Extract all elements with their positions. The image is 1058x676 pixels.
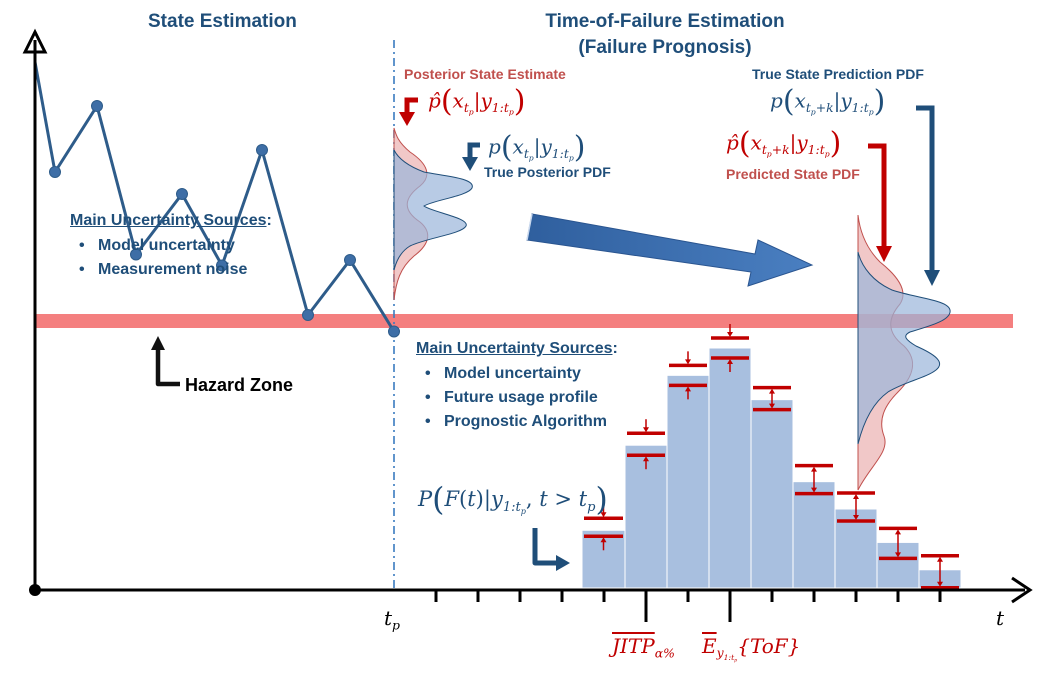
origin-dot: [29, 584, 41, 596]
trajectory-point: [176, 188, 188, 200]
axes: [22, 28, 1033, 604]
tof-pdf-formula: P(F(t)|y1:tp, t > tp): [418, 482, 608, 518]
list-item: Measurement noise: [70, 258, 272, 282]
bound-arrowhead-icon: [937, 556, 943, 562]
uncertainty-left-title: Main Uncertainty Sources:: [70, 212, 272, 229]
bound-arrowhead-icon: [685, 386, 691, 392]
uncertainty-left-list: Model uncertainty Measurement noise: [70, 234, 272, 282]
trajectory-point: [344, 254, 356, 266]
bound-arrowhead-icon: [769, 403, 775, 409]
posterior-estimate-pointer-icon: [399, 97, 418, 126]
trajectory-point: [302, 309, 314, 321]
predicted-state-pointer-icon: [868, 143, 892, 262]
x-axis-arrowhead-icon: [1011, 576, 1033, 604]
bound-arrowhead-icon: [727, 332, 733, 337]
state-trajectory: [33, 61, 400, 338]
trajectory-point: [256, 144, 268, 156]
posterior-estimate-formula: p̂(xtp|y1:tp): [428, 84, 526, 119]
list-item: Model uncertainty: [416, 362, 618, 386]
bound-arrowhead-icon: [853, 494, 859, 500]
tof-histogram: [581, 324, 962, 590]
uncertainty-sources-right: Main Uncertainty Sources: Model uncertai…: [416, 340, 618, 434]
list-item: Future usage profile: [416, 386, 618, 410]
bound-arrowhead-icon: [685, 359, 691, 365]
list-item: Prognostic Algorithm: [416, 410, 618, 434]
true-posterior-label: True Posterior PDF: [484, 164, 611, 180]
true-prediction-pointer-icon: [916, 105, 940, 286]
bound-arrowhead-icon: [769, 388, 775, 394]
tof-estimation-header: Time-of-Failure Estimation (Failure Prog…: [520, 11, 810, 59]
posterior-pdfs: [393, 127, 473, 301]
predicted-state-label: Predicted State PDF: [726, 166, 860, 182]
trajectory-line: [33, 61, 396, 333]
histogram-bar: [666, 374, 710, 589]
jitp-label: JITPα%: [612, 634, 675, 661]
bound-arrowhead-icon: [600, 512, 607, 518]
y-axis-arrowhead-icon: [22, 28, 48, 54]
true-state-prediction-pdf: [857, 251, 951, 445]
bound-arrowhead-icon: [727, 359, 733, 364]
true-posterior-pointer-icon: [462, 142, 480, 171]
bound-arrowhead-icon: [937, 581, 943, 587]
posterior-estimate-label: Posterior State Estimate: [404, 66, 566, 82]
bound-arrowhead-icon: [643, 427, 649, 433]
tof-header-line2: (Failure Prognosis): [578, 37, 752, 58]
state-estimation-header: State Estimation: [148, 11, 297, 32]
tof-header-line1: Time-of-Failure Estimation: [545, 11, 785, 32]
list-item: Model uncertainty: [70, 234, 272, 258]
prognosis-arrow: [526, 213, 814, 287]
bound-arrowhead-icon: [895, 529, 901, 535]
x-axis-ticks: [434, 590, 942, 622]
prediction-pdfs: [857, 214, 951, 491]
hazard-zone-band: [35, 314, 1013, 328]
true-posterior-pdf: [393, 149, 473, 271]
bound-arrowhead-icon: [853, 515, 859, 521]
trajectory-point: [49, 166, 61, 178]
t-axis-label: t: [996, 606, 1005, 630]
histogram-bar: [750, 399, 794, 589]
tof-pdf-pointer-icon: [532, 528, 570, 571]
bound-arrowhead-icon: [811, 487, 817, 493]
trajectory-point: [91, 100, 103, 112]
true-prediction-formula: p(xtp+k|y1:tp): [770, 84, 886, 119]
bound-arrowhead-icon: [600, 537, 607, 543]
bound-arrowhead-icon: [643, 456, 649, 462]
true-prediction-label: True State Prediction PDF: [752, 66, 924, 82]
hazard-zone-label: Hazard Zone: [185, 375, 294, 395]
uncertainty-right-title: Main Uncertainty Sources:: [416, 340, 618, 357]
histogram-bar: [708, 347, 752, 589]
expected-tof-label: Ey1:tp{ToF}: [702, 634, 801, 664]
bound-arrowhead-icon: [811, 466, 817, 472]
trajectory-point: [388, 325, 400, 338]
uncertainty-sources-left: Main Uncertainty Sources: Model uncertai…: [70, 212, 272, 282]
uncertainty-right-list: Model uncertainty Future usage profile P…: [416, 362, 618, 434]
tp-axis-label: tp: [384, 606, 400, 633]
prognosis-arrow-highlight: [526, 213, 533, 241]
hazard-zone-pointer-icon: [151, 336, 180, 387]
true-posterior-formula: p(xtp|y1:tp): [488, 130, 586, 165]
bound-arrowhead-icon: [895, 552, 901, 558]
predicted-state-formula: p̂(xtp+k|y1:tp): [726, 126, 842, 161]
histogram-bar: [792, 481, 836, 589]
